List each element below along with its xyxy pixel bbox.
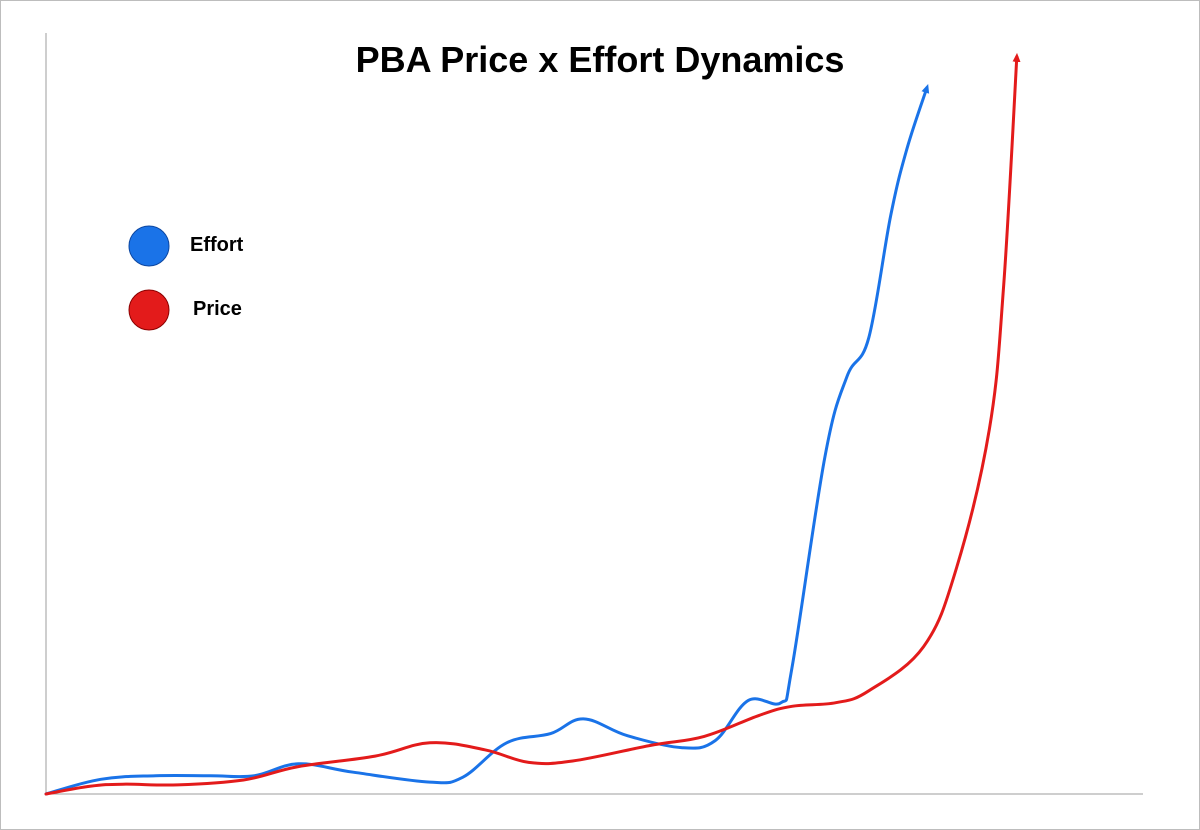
legend-item-effort: Effort xyxy=(128,225,244,267)
legend-label-effort: Effort xyxy=(190,234,244,256)
series-layer xyxy=(44,52,1021,796)
chart-title: PBA Price x Effort Dynamics xyxy=(356,39,845,80)
series-line-price xyxy=(44,52,1021,796)
legend: Effort Price xyxy=(128,225,244,331)
series-line-effort xyxy=(44,84,930,796)
legend-item-price: Price xyxy=(128,289,242,331)
legend-label-price: Price xyxy=(193,298,242,320)
legend-swatch-price xyxy=(128,289,170,331)
legend-swatch-effort xyxy=(128,225,170,267)
